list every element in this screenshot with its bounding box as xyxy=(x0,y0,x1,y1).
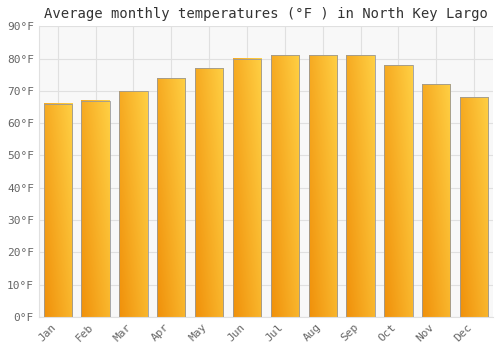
Bar xyxy=(157,78,186,317)
Bar xyxy=(44,104,72,317)
Bar xyxy=(422,84,450,317)
Bar xyxy=(384,65,412,317)
Bar xyxy=(270,55,299,317)
Title: Average monthly temperatures (°F ) in North Key Largo: Average monthly temperatures (°F ) in No… xyxy=(44,7,488,21)
Bar xyxy=(460,97,488,317)
Bar xyxy=(346,55,375,317)
Bar xyxy=(195,68,224,317)
Bar xyxy=(119,91,148,317)
Bar xyxy=(82,100,110,317)
Bar xyxy=(233,58,261,317)
Bar xyxy=(308,55,337,317)
